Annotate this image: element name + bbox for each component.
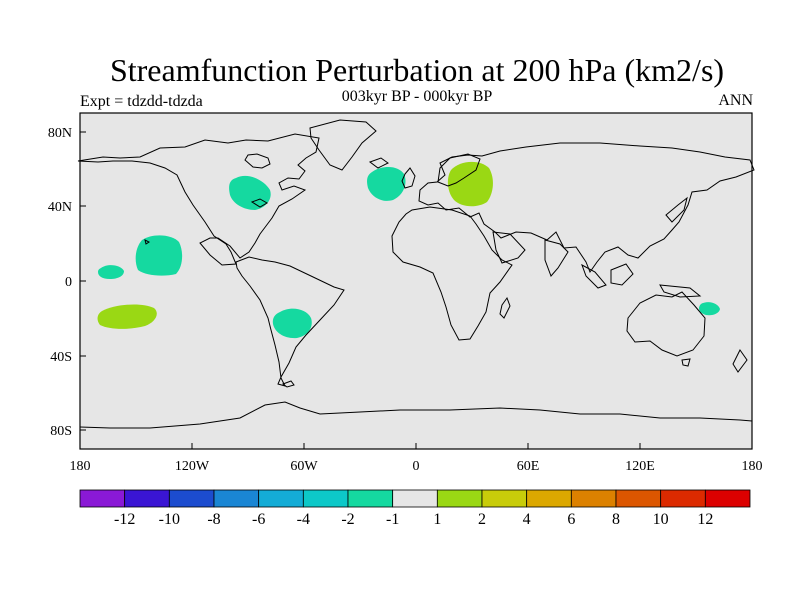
experiment-label: Expt = tdzdd-tdzda [80, 93, 203, 110]
coast-japan [665, 196, 688, 223]
colorbar-box-1 [124, 489, 170, 508]
coast-great-lakes [250, 198, 269, 208]
coast-tasmania [681, 358, 691, 367]
coast-britain [401, 167, 416, 189]
coast-sumatra [581, 263, 607, 289]
colorbar-box-5 [302, 489, 349, 508]
anomaly-south-america [272, 308, 312, 339]
lat-label-0: 0 [65, 275, 72, 290]
coast-eurasia [418, 142, 755, 274]
lon-label-120w: 120W [175, 459, 210, 474]
season-label: ANN [718, 92, 753, 109]
lat-label-80s: 80S [50, 424, 72, 439]
coast-new-zealand [732, 349, 748, 373]
colorbar-label-9: 4 [523, 511, 531, 528]
coast-india [544, 239, 569, 277]
coast-scandinavia [437, 153, 481, 187]
coast-antarctica [79, 401, 753, 429]
anomaly-north-atlantic [367, 166, 406, 201]
coast-greenland [309, 119, 377, 171]
colorbar-label-3: -6 [252, 511, 265, 528]
coast-hawaii [144, 239, 150, 245]
map-background [80, 113, 752, 449]
colorbar-label-11: 8 [612, 511, 620, 528]
coast-tierra-del-fuego [281, 380, 295, 388]
colorbar-label-10: 6 [567, 511, 575, 528]
colorbar-box-10 [526, 489, 572, 508]
coast-iceland [368, 157, 389, 169]
coast-africa [391, 206, 513, 341]
coast-madagascar [499, 296, 511, 319]
colorbar-box-2 [168, 489, 215, 508]
colorbar-box-14 [704, 489, 751, 508]
colorbar-box-12 [615, 489, 662, 508]
colorbar-box-0 [79, 489, 126, 508]
colorbar-label-1: -10 [159, 511, 180, 528]
anomaly-coral-sea [698, 302, 720, 316]
colorbar-label-4: -4 [297, 511, 310, 528]
anomaly-central-pacific [135, 235, 183, 276]
axis-ticks [80, 131, 641, 449]
coast-hudson-bay [244, 153, 271, 169]
colorbar-box-8 [436, 489, 483, 508]
figure-title: Streamfunction Perturbation at 200 hPa (… [109, 52, 725, 88]
lon-label-60w: 60W [290, 459, 318, 474]
colorbar-label-2: -8 [207, 511, 220, 528]
period-label: 003kyr BP - 000kyr BP [341, 88, 493, 105]
anomaly-north-america [229, 175, 271, 210]
colorbar-box-11 [570, 489, 617, 508]
anomaly-eastern-europe [447, 161, 493, 207]
coastlines [77, 119, 755, 429]
colorbar-label-13: 12 [697, 511, 713, 528]
colorbar-label-0: -12 [114, 511, 135, 528]
coast-new-guinea [659, 284, 702, 298]
lon-label-180w: 180 [70, 459, 91, 474]
colorbar-label-12: 10 [653, 511, 669, 528]
coast-south-america [235, 256, 345, 387]
anomaly-south-pacific [97, 304, 157, 329]
lon-label-0: 0 [413, 459, 420, 474]
shaded-regions [97, 161, 720, 339]
colorbar-label-7: 1 [433, 511, 441, 528]
coast-arabia [492, 231, 526, 264]
colorbar-label-6: -1 [386, 511, 399, 528]
colorbar-box-3 [213, 489, 260, 508]
coast-australia [626, 291, 706, 357]
lat-label-40s: 40S [50, 350, 72, 365]
coast-borneo [610, 263, 634, 286]
lon-label-120e: 120E [625, 459, 655, 474]
colorbar-label-5: -2 [341, 511, 354, 528]
colorbar-box-4 [258, 489, 304, 508]
colorbar-label-8: 2 [478, 511, 486, 528]
lon-label-60e: 60E [517, 459, 540, 474]
lon-label-180e: 180 [742, 459, 763, 474]
colorbar-box-7 [392, 489, 438, 508]
coast-north-america [77, 133, 320, 266]
colorbar-box-6 [347, 489, 394, 508]
colorbar-box-9 [481, 489, 528, 508]
anomaly-equatorial-pacific [98, 265, 124, 279]
lat-label-40n: 40N [48, 200, 72, 215]
colorbar-box-13 [660, 489, 706, 508]
lat-label-80n: 80N [48, 126, 72, 141]
colorbar: -12 -10 -8 -6 -4 -2 -1 1 2 4 6 8 10 12 [79, 489, 751, 528]
